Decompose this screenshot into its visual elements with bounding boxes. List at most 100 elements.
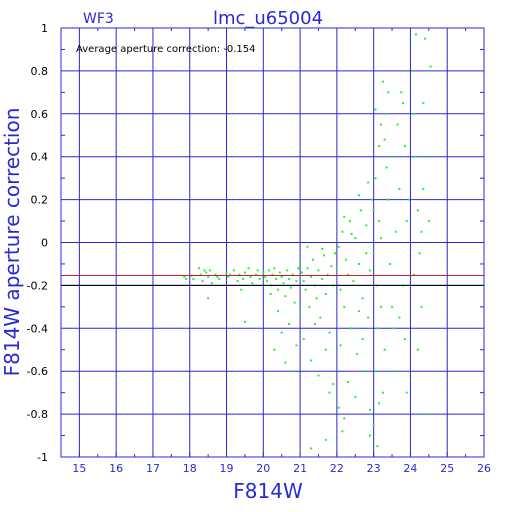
data-point <box>368 434 371 437</box>
data-point <box>238 273 241 276</box>
data-point <box>258 277 261 280</box>
data-point <box>405 220 408 223</box>
data-point <box>321 247 324 250</box>
data-point <box>413 273 416 276</box>
data-point <box>218 277 221 280</box>
grid-lines <box>61 28 484 457</box>
data-point <box>322 254 325 257</box>
data-point <box>271 273 274 276</box>
data-point <box>339 344 342 347</box>
data-point <box>264 275 267 278</box>
data-point <box>427 220 430 223</box>
data-point <box>232 269 235 272</box>
data-point <box>311 258 314 261</box>
data-point <box>354 395 357 398</box>
data-point <box>376 327 379 330</box>
data-point <box>293 301 296 304</box>
data-point <box>385 166 388 169</box>
data-point <box>372 423 375 426</box>
data-point <box>350 232 353 235</box>
data-point <box>225 271 228 274</box>
data-point <box>291 273 294 276</box>
data-point <box>402 102 405 105</box>
data-point <box>306 245 309 248</box>
y-tick-label: 0.2 <box>31 194 49 207</box>
data-point <box>185 277 188 280</box>
axis-ticks: 15 16 17 18 19 20 21 22 23 24 25 26 1 0.8 0.6 0.4 0.2 0 -0… <box>27 22 491 475</box>
data-point <box>236 280 239 283</box>
y-axis-label: F814W aperture correction <box>0 108 24 377</box>
data-point <box>361 338 364 341</box>
data-point <box>361 297 364 300</box>
data-point <box>339 288 342 291</box>
average-annotation: Average aperture correction: -0.154 <box>76 44 256 55</box>
data-point <box>414 33 417 36</box>
data-point <box>199 273 202 276</box>
data-point <box>295 280 298 283</box>
data-point <box>424 37 427 40</box>
data-point <box>203 269 206 272</box>
data-point <box>265 280 268 283</box>
data-point <box>227 275 230 278</box>
data-point <box>310 359 313 362</box>
data-point <box>391 305 394 308</box>
data-point <box>398 187 401 190</box>
chip-label: WF3 <box>83 11 114 27</box>
data-point <box>247 267 250 270</box>
data-point <box>332 383 335 386</box>
data-point <box>288 323 291 326</box>
data-point <box>210 282 213 285</box>
x-tick-label: 22 <box>330 462 344 475</box>
data-point <box>319 316 322 319</box>
data-point <box>357 262 360 265</box>
data-point <box>378 220 381 223</box>
data-point <box>229 273 232 276</box>
data-point <box>418 252 421 255</box>
data-point <box>341 430 344 433</box>
data-point <box>367 316 370 319</box>
x-tick-label: 25 <box>440 462 454 475</box>
y-tick-label: -0.4 <box>27 322 48 335</box>
data-point <box>288 277 291 280</box>
data-point <box>269 292 272 295</box>
data-point <box>328 391 331 394</box>
x-tick-label: 19 <box>220 462 234 475</box>
data-point <box>208 269 211 272</box>
data-point <box>299 262 302 265</box>
data-point <box>243 271 246 274</box>
data-point <box>284 361 287 364</box>
data-point <box>413 112 416 115</box>
data-point <box>411 69 414 72</box>
data-point <box>368 269 371 272</box>
data-point <box>359 209 362 212</box>
x-tick-label: 21 <box>293 462 307 475</box>
y-tick-label: 0.8 <box>31 65 49 78</box>
data-point <box>297 267 300 270</box>
data-point <box>337 245 340 248</box>
data-point <box>363 370 366 373</box>
data-point <box>389 262 392 265</box>
x-tick-label: 23 <box>367 462 381 475</box>
data-point <box>299 310 302 313</box>
data-point <box>324 292 327 295</box>
x-tick-label: 24 <box>403 462 417 475</box>
data-point <box>337 406 340 409</box>
data-point <box>335 267 338 270</box>
data-point <box>392 327 395 330</box>
data-point <box>280 275 283 278</box>
data-point <box>315 297 318 300</box>
data-point <box>422 102 425 105</box>
data-point <box>328 331 331 334</box>
data-point <box>365 252 368 255</box>
x-tick-label: 17 <box>146 462 160 475</box>
data-point <box>295 344 298 347</box>
data-point <box>343 215 346 218</box>
data-point <box>387 198 390 201</box>
x-tick-label: 18 <box>183 462 197 475</box>
data-point <box>374 108 377 111</box>
data-point <box>367 181 370 184</box>
data-point <box>282 282 285 285</box>
data-point <box>310 447 313 450</box>
data-point <box>422 187 425 190</box>
